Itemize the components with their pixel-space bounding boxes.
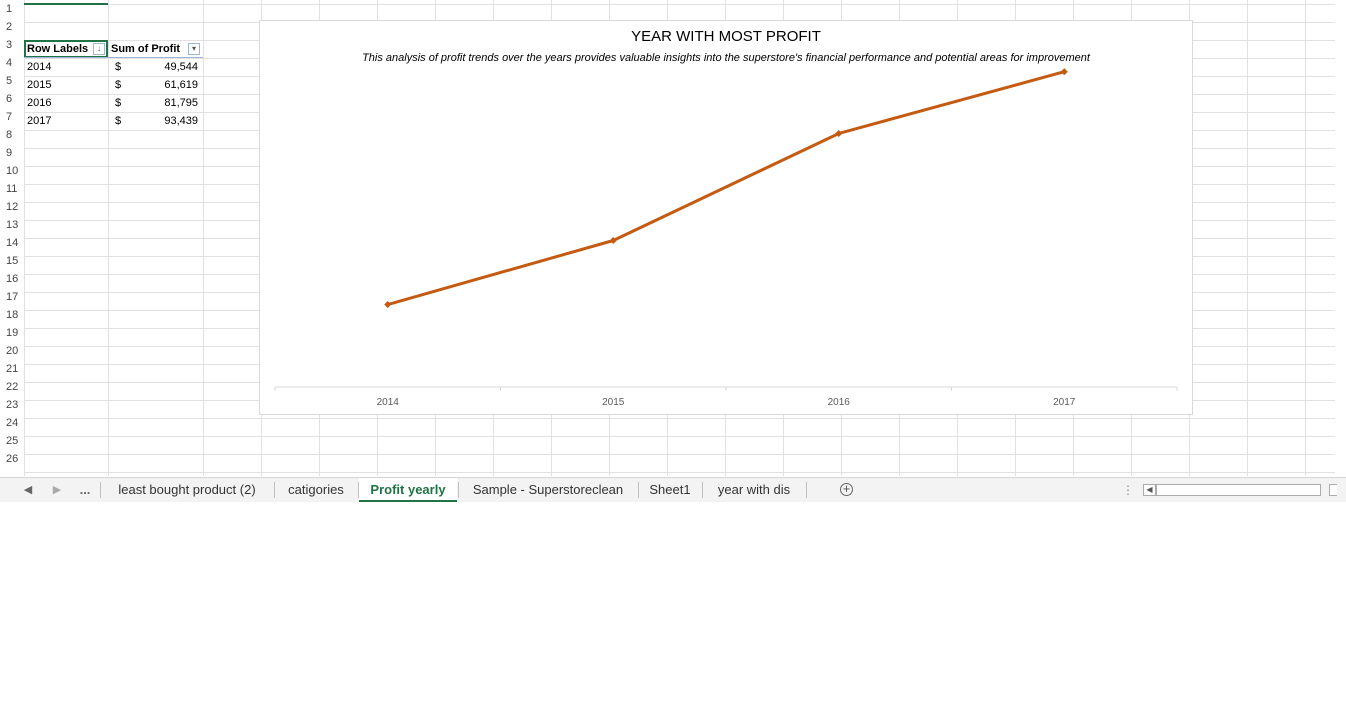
pivot-currency-symbol: $ [115, 97, 122, 109]
pivot-row-label[interactable]: 2014 [27, 61, 52, 73]
tab-bar-options-icon[interactable]: ⋮ [1122, 483, 1134, 497]
chart-subtitle: This analysis of profit trends over the … [362, 52, 1090, 64]
row-header[interactable]: 21 [6, 363, 19, 375]
pivot-sum-of-profit-header[interactable]: Sum of Profit [111, 40, 180, 58]
triangle-left-icon[interactable]: ◀ [23, 484, 33, 496]
worksheet-grid[interactable]: Row Labels ↓ Sum of Profit ▾ 2014 $49,544… [0, 0, 1335, 476]
chart-plot: 2014 2015 2016 2017 [274, 68, 1178, 408]
row-header[interactable]: 10 [6, 165, 19, 177]
dropdown-arrow-icon[interactable]: ▾ [188, 43, 200, 55]
row-header[interactable]: 26 [6, 453, 19, 465]
tab-separator [806, 482, 807, 498]
x-axis-tick-label: 2014 [377, 397, 400, 408]
row-gridline [24, 4, 1335, 5]
x-axis-tick-label: 2016 [828, 397, 851, 408]
active-column-indicator [24, 3, 108, 5]
row-header[interactable]: 8 [6, 129, 13, 141]
pivot-profit-value[interactable]: 61,619 [164, 79, 198, 91]
plus-circle-icon[interactable]: + [840, 482, 853, 496]
pivot-profit-value[interactable]: 81,795 [164, 97, 198, 109]
x-axis-tick-label: 2017 [1053, 397, 1076, 408]
sheet-tab[interactable]: year with dis [717, 482, 791, 497]
sheet-tab[interactable]: least bought product (2) [118, 482, 256, 497]
row-header[interactable]: 24 [6, 417, 19, 429]
row-header[interactable]: 18 [6, 309, 19, 321]
sheet-tab[interactable]: Sheet1 [649, 482, 691, 497]
profit-data-point[interactable] [1060, 68, 1068, 76]
sum-of-profit-text: Sum of Profit [111, 43, 181, 55]
pivot-profit-value[interactable]: 93,439 [164, 115, 198, 127]
row-labels-text: Row Labels [27, 43, 89, 55]
chart-title: YEAR WITH MOST PROFIT [631, 28, 821, 45]
pivot-currency-symbol: $ [115, 61, 122, 73]
row-header[interactable]: 1 [6, 3, 13, 15]
row-header[interactable]: 2 [6, 21, 13, 33]
profit-series-line[interactable] [387, 70, 1065, 306]
pivot-currency-symbol: $ [115, 79, 122, 91]
profit-data-point[interactable] [609, 236, 617, 245]
row-header[interactable]: 4 [6, 57, 13, 69]
sheet-tab-bar: ◀ ▶ ... least bought product (2) catigori… [0, 477, 1346, 502]
row-header[interactable]: 17 [6, 291, 19, 303]
pivot-row-label[interactable]: 2017 [27, 115, 52, 127]
row-header[interactable]: 22 [6, 381, 19, 393]
row-header[interactable]: 20 [6, 345, 19, 357]
triangle-right-icon[interactable]: ▶ [52, 484, 62, 496]
row-header[interactable]: 25 [6, 435, 19, 447]
tab-separator [100, 482, 101, 498]
tab-separator [702, 482, 703, 498]
pivot-header-underline [24, 57, 203, 58]
row-gridline [24, 418, 1335, 419]
profit-line-chart[interactable]: YEAR WITH MOST PROFIT This analysis of p… [259, 20, 1193, 415]
row-header[interactable]: 12 [6, 201, 19, 213]
scroll-right-edge[interactable] [1329, 484, 1337, 496]
row-header[interactable]: 3 [6, 39, 13, 51]
sheet-tab[interactable]: Profit yearly [359, 478, 457, 502]
row-header[interactable]: 19 [6, 327, 19, 339]
row-header[interactable]: 7 [6, 111, 13, 123]
row-header[interactable]: 13 [6, 219, 19, 231]
pivot-profit-value[interactable]: 49,544 [164, 61, 198, 73]
row-header[interactable]: 6 [6, 93, 13, 105]
sort-descending-icon[interactable]: ↓ [93, 43, 105, 55]
sheet-tab[interactable]: catigories [288, 482, 344, 497]
more-tabs-button[interactable]: ... [79, 482, 91, 497]
pivot-currency-symbol: $ [115, 115, 122, 127]
tab-separator [458, 482, 459, 498]
sheet-tab[interactable]: Sample - Superstoreclean [472, 482, 624, 497]
row-header[interactable]: 9 [6, 147, 13, 159]
row-header[interactable]: 14 [6, 237, 19, 249]
row-gridline [24, 454, 1335, 455]
row-gridline [24, 472, 1335, 473]
horizontal-scrollbar[interactable] [1156, 484, 1321, 496]
row-header[interactable]: 16 [6, 273, 19, 285]
selected-cell [24, 40, 108, 58]
tab-separator [638, 482, 639, 498]
pivot-row-labels-header[interactable]: Row Labels [27, 40, 88, 58]
row-gridline [24, 436, 1335, 437]
profit-data-point[interactable] [384, 301, 392, 309]
row-header[interactable]: 23 [6, 399, 19, 411]
row-header[interactable]: 15 [6, 255, 19, 267]
profit-data-point[interactable] [835, 129, 843, 138]
row-header[interactable]: 11 [6, 183, 18, 195]
scroll-left-icon[interactable]: ◀ [1143, 484, 1156, 496]
pivot-row-label[interactable]: 2016 [27, 97, 52, 109]
tab-separator [358, 482, 359, 498]
row-header[interactable]: 5 [6, 75, 13, 87]
x-axis-tick-label: 2015 [602, 397, 625, 408]
tab-separator [274, 482, 275, 498]
pivot-row-label[interactable]: 2015 [27, 79, 52, 91]
